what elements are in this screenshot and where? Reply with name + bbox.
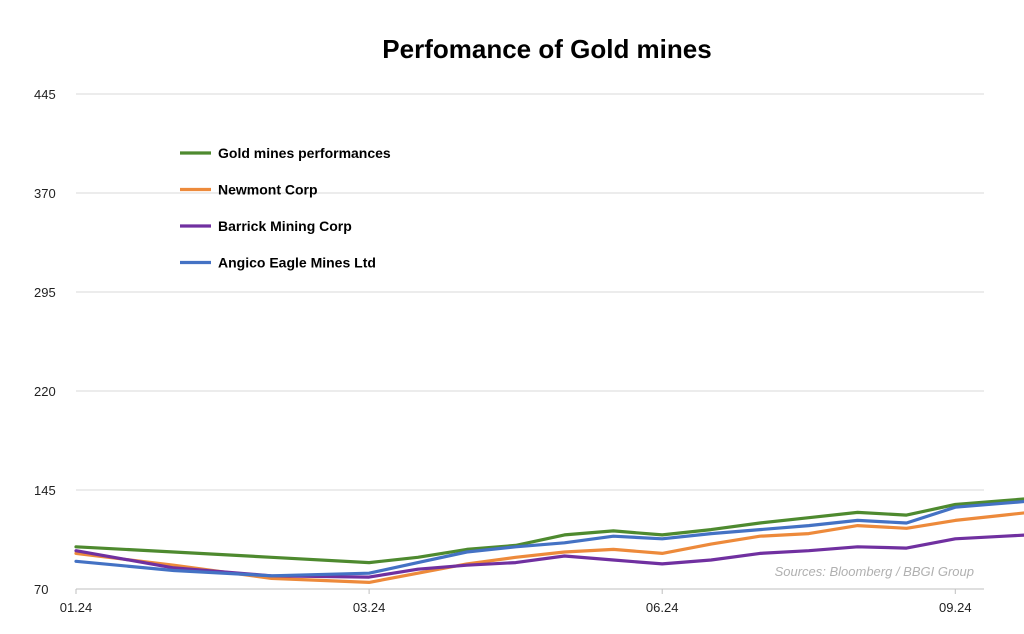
y-tick-label: 445 — [34, 87, 56, 102]
x-axis-ticks: 01.2403.2406.2409.2412.2403.2506.2509.25… — [60, 589, 972, 615]
legend: Gold mines performances Newmont Corp Barri… — [180, 145, 391, 271]
grid-lines — [76, 93, 984, 590]
y-axis-ticks: 70 145 220 295 370 445 — [34, 87, 56, 597]
legend-label: Angico Eagle Mines Ltd — [218, 255, 376, 271]
legend-label: Gold mines performances — [218, 145, 391, 161]
y-tick-label: 295 — [34, 285, 56, 300]
y-tick-label: 70 — [34, 582, 48, 597]
chart-title: Perfomance of Gold mines — [382, 34, 711, 64]
x-tick-label: 01.24 — [60, 600, 93, 615]
series-line-2 — [74, 511, 1024, 584]
source-note: Sources: Bloomberg / BBGI Group — [775, 564, 974, 579]
series-group — [74, 497, 1024, 584]
series-line-3 — [74, 533, 1024, 579]
y-tick-label: 370 — [34, 186, 56, 201]
x-tick-label: 09.24 — [939, 600, 972, 615]
series-line-1 — [74, 497, 1024, 565]
series-line-4 — [74, 499, 1024, 578]
x-tick-label: 06.24 — [646, 600, 679, 615]
legend-label: Barrick Mining Corp — [218, 218, 352, 234]
y-tick-label: 220 — [34, 384, 56, 399]
legend-label: Newmont Corp — [218, 182, 318, 198]
y-tick-label: 145 — [34, 483, 56, 498]
x-tick-label: 03.24 — [353, 600, 386, 615]
